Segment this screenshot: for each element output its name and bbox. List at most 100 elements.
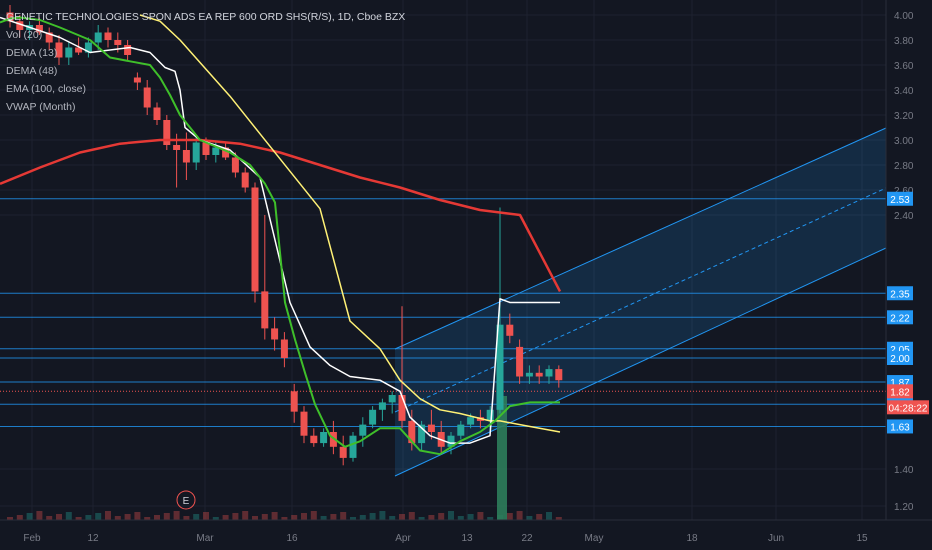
volume-bar	[555, 517, 562, 520]
volume-bar	[16, 515, 23, 520]
volume-bar	[222, 515, 229, 520]
price-axis-bg	[886, 0, 932, 550]
volume-bar	[183, 516, 190, 520]
volume-bar	[212, 517, 219, 520]
candle-body	[300, 411, 308, 436]
candle-body	[202, 142, 210, 155]
volume-bar	[144, 517, 151, 520]
candle-body	[408, 420, 416, 444]
candle-body	[261, 291, 269, 329]
volume-bar	[65, 512, 72, 520]
current-price-label: 1.82	[890, 387, 910, 398]
volume-bars	[7, 396, 562, 520]
volume-bar	[477, 512, 484, 520]
volume-bar	[85, 515, 92, 520]
price-tick-label: 4.00	[894, 11, 914, 22]
volume-bar	[36, 511, 43, 520]
candle-body	[231, 157, 239, 173]
volume-bar	[408, 512, 415, 520]
legend-ema-100[interactable]: EMA (100, close)	[6, 83, 86, 95]
candle-body	[75, 47, 83, 53]
price-tick-label: 2.40	[894, 211, 914, 222]
volume-bar	[281, 517, 288, 520]
price-tick-label: 2.60	[894, 186, 914, 197]
candle-body	[545, 369, 553, 377]
earnings-label: E	[183, 496, 190, 507]
vwap-line	[0, 16, 560, 456]
volume-bar	[369, 513, 376, 520]
time-axis: Feb 12 Mar 16 Apr 13 22 May 18 Jun 15	[0, 519, 932, 544]
horizontal-price-lines	[0, 198, 886, 427]
time-tick-label: 15	[856, 533, 868, 544]
indicator-lines	[0, 14, 562, 456]
dema-13-line	[0, 16, 560, 444]
candle-body	[555, 369, 563, 381]
candle-body	[45, 32, 53, 43]
ema-100-line	[0, 138, 562, 292]
candle-body	[16, 21, 24, 30]
volume-bar	[105, 511, 111, 520]
legend-volume[interactable]: Vol (20)	[6, 29, 43, 41]
candle-body	[290, 391, 298, 412]
candle-body	[182, 150, 190, 163]
time-tick-label: 13	[461, 533, 473, 544]
candle-body	[251, 187, 259, 292]
volume-bar	[203, 512, 209, 520]
volume-bar	[516, 511, 523, 520]
candle-body	[467, 417, 475, 425]
price-axis: 4.00 3.80 3.60 3.40 3.20 3.00 2.80 2.60 2.40 1.40…	[885, 0, 932, 550]
candle-body	[525, 372, 533, 377]
time-tick-label: Apr	[395, 533, 411, 544]
time-tick-label: 22	[521, 533, 533, 544]
legend-vwap[interactable]: VWAP (Month)	[6, 101, 76, 113]
volume-bar	[418, 517, 425, 520]
volume-bar	[428, 515, 435, 520]
candle-body	[378, 402, 386, 410]
candle-body	[310, 435, 318, 444]
price-badge	[887, 351, 913, 365]
candle-body	[388, 395, 396, 403]
price-badge	[887, 419, 913, 434]
time-tick-label: 16	[286, 533, 298, 544]
volume-bar	[536, 514, 543, 520]
price-badge	[887, 310, 913, 325]
candle-body	[535, 372, 543, 377]
volume-bar	[320, 516, 327, 520]
channel-mid	[394, 187, 887, 413]
candle-body	[359, 424, 367, 436]
chart-title: GENETIC TECHNOLOGIES SPON ADS EA REP 600…	[6, 11, 406, 23]
channel-fill	[395, 128, 886, 476]
volume-bar	[457, 516, 464, 520]
candle-body	[339, 446, 347, 458]
candle-body	[55, 42, 63, 58]
volume-bar	[173, 511, 180, 520]
candle-body	[418, 424, 426, 444]
candle-body	[222, 147, 230, 158]
candle-body	[506, 324, 514, 336]
candle-body	[457, 424, 465, 436]
price-tick-label: 3.40	[894, 86, 914, 97]
price-tick-label: 2.80	[894, 161, 914, 172]
legend-dema-13[interactable]: DEMA (13)	[6, 47, 58, 59]
time-tick-label: Feb	[23, 533, 41, 544]
volume-bar	[193, 514, 200, 520]
volume-bar	[124, 514, 131, 520]
legend-dema-48[interactable]: DEMA (48)	[6, 65, 58, 77]
candle-body	[94, 32, 102, 43]
candle-body	[349, 435, 357, 458]
volume-bar	[506, 513, 513, 520]
volume-bar	[379, 511, 386, 520]
channel-lower	[394, 247, 887, 477]
volume-bar	[95, 513, 102, 520]
candle-body	[398, 395, 406, 421]
volume-bar	[301, 513, 307, 520]
candle-body	[427, 424, 435, 432]
volume-bar	[252, 516, 258, 520]
price-badge-label: 2.00	[890, 354, 910, 365]
volume-bar	[350, 517, 356, 520]
volume-bar	[271, 512, 278, 520]
price-tick-label: 3.80	[894, 36, 914, 47]
price-tick-label: 3.20	[894, 111, 914, 122]
time-tick-label: 18	[686, 533, 698, 544]
